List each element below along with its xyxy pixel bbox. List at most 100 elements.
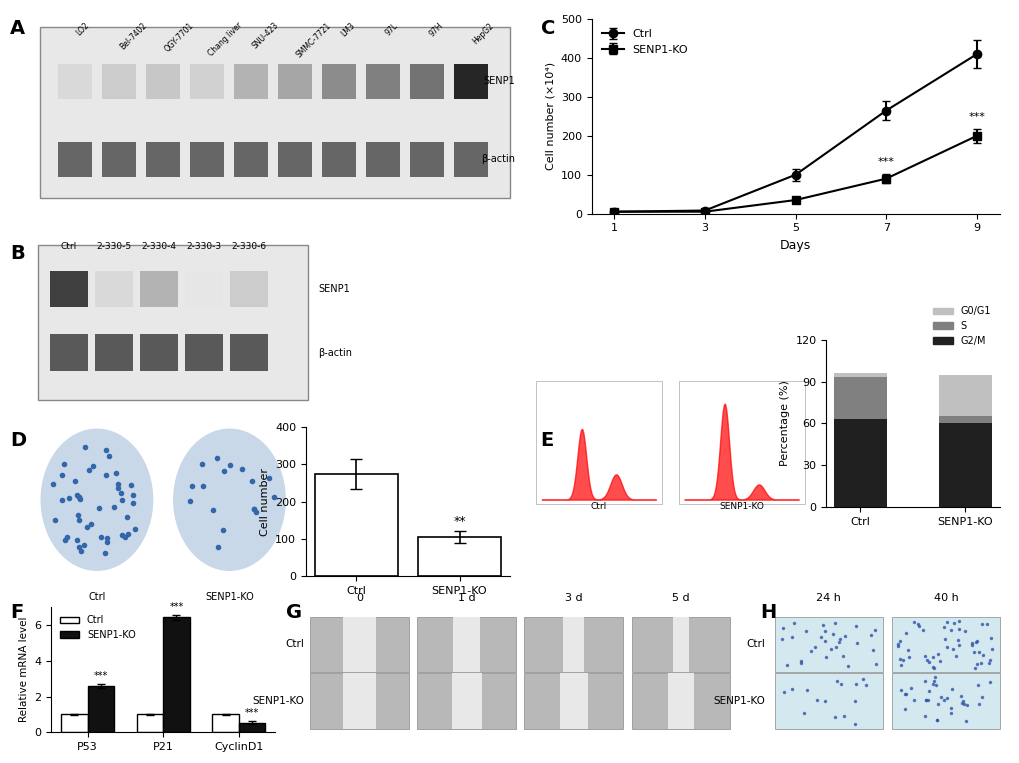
Text: ***: *** [877,157,894,167]
Text: 5 d: 5 d [672,594,689,604]
Bar [366,64,399,99]
Bar [50,334,88,372]
Text: Ctrl: Ctrl [746,639,764,649]
Bar [417,617,516,672]
Bar [140,334,178,372]
Legend: Ctrl, SENP1-KO: Ctrl, SENP1-KO [56,611,140,644]
Text: ***: *** [245,709,259,719]
Text: SNU-423: SNU-423 [251,21,280,51]
Text: ***: *** [169,602,183,612]
Text: 0: 0 [356,594,363,604]
Bar [88,686,114,732]
Text: SMMC-7721: SMMC-7721 [294,21,333,60]
Bar [310,673,409,729]
Bar [233,64,268,99]
Bar [938,423,990,507]
Y-axis label: Percentage (%): Percentage (%) [780,381,789,466]
Bar [190,64,224,99]
Bar [834,419,886,507]
Text: 40 h: 40 h [932,594,958,604]
X-axis label: Days: Days [780,239,810,252]
Bar [146,142,179,177]
Bar [774,617,881,672]
Text: SENP1: SENP1 [483,76,515,86]
Bar [366,142,399,177]
Text: SENP1: SENP1 [318,284,350,294]
Bar [562,617,584,672]
Text: H: H [759,603,775,622]
Bar [417,673,516,729]
Bar [230,334,268,372]
Circle shape [41,430,153,570]
Bar [673,617,688,672]
Bar [38,246,308,400]
Bar [95,271,132,307]
Bar [524,617,623,672]
Bar [233,142,268,177]
Text: E: E [540,431,553,450]
Text: QGY-7701: QGY-7701 [163,21,196,53]
Text: 24 h: 24 h [815,594,841,604]
Bar [57,64,92,99]
Text: SENP1-KO: SENP1-KO [713,696,764,706]
Bar [322,64,356,99]
Bar [146,64,179,99]
Legend: G0/G1, S, G2/M: G0/G1, S, G2/M [928,302,994,350]
Text: HepG2: HepG2 [471,21,495,46]
Bar [322,142,356,177]
Text: Chang liver: Chang liver [207,21,244,59]
Y-axis label: Cell number: Cell number [260,468,269,536]
Bar [102,64,136,99]
Text: SENP1-KO: SENP1-KO [718,502,763,511]
Text: LM3: LM3 [338,21,357,38]
Text: β-actin: β-actin [318,348,353,358]
Bar [410,142,444,177]
Bar [95,334,132,372]
Text: 1 d: 1 d [458,594,475,604]
Text: ***: *** [968,112,984,122]
Text: 2-330-5: 2-330-5 [96,242,131,251]
Text: Ctrl: Ctrl [590,502,606,511]
Text: LO2: LO2 [74,21,92,37]
Text: F: F [10,603,23,622]
Bar [277,142,312,177]
Text: Bel-7402: Bel-7402 [118,21,149,52]
Bar [315,474,397,576]
Bar [310,617,409,672]
Bar [230,271,268,307]
Text: G: G [285,603,302,622]
Bar [277,64,312,99]
Y-axis label: Relative mRNA level: Relative mRNA level [18,617,29,723]
Bar [212,714,238,732]
Text: 97L: 97L [383,21,399,37]
Text: ***: *** [94,671,108,681]
Bar [559,673,587,729]
Text: Ctrl: Ctrl [60,242,76,251]
Bar [667,673,693,729]
Bar [892,673,999,729]
Text: 97H: 97H [427,21,444,38]
Text: Ctrl: Ctrl [284,639,304,649]
Text: 2-330-4: 2-330-4 [142,242,176,251]
Bar [238,723,265,732]
Circle shape [173,430,285,570]
Bar [343,617,375,672]
Bar [453,142,488,177]
Bar [892,617,999,672]
Bar [184,271,223,307]
Bar [163,617,190,732]
Bar [774,673,881,729]
Bar [418,537,500,576]
Bar [190,142,224,177]
Legend: Ctrl, SENP1-KO: Ctrl, SENP1-KO [596,24,692,59]
Bar [57,142,92,177]
Bar [451,673,481,729]
Bar [834,377,886,419]
Bar [140,271,178,307]
Bar [61,714,88,732]
Bar [631,673,730,729]
Text: SENP1-KO: SENP1-KO [252,696,304,706]
Bar [938,375,990,417]
Text: Ctrl: Ctrl [88,592,106,602]
Y-axis label: Cell number (×10⁴): Cell number (×10⁴) [545,63,554,170]
